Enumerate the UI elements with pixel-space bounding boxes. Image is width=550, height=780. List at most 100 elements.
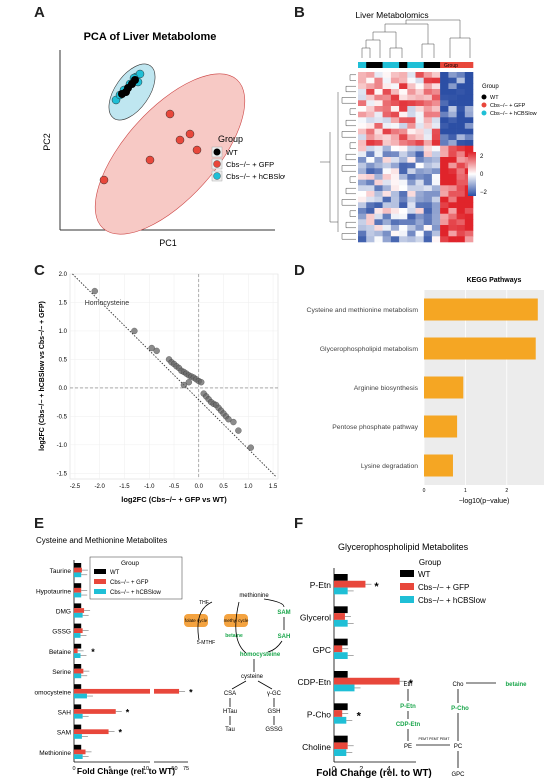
pca-point-hcbs: [135, 69, 145, 79]
pca-point-gfp: [99, 175, 109, 185]
pwf-pe: PE: [404, 744, 412, 750]
heatmap-cell: [407, 213, 416, 220]
heatmap-cell: [407, 123, 416, 129]
heatmap-cell: [374, 191, 383, 197]
scatter-xtick: 1.0: [244, 484, 253, 490]
panel-f-bar: [334, 619, 348, 627]
heatmap-cell: [448, 162, 457, 169]
heatmap-cell: [431, 72, 441, 78]
heatmap-group-cell: [399, 62, 408, 68]
heatmap-cell: [358, 128, 367, 135]
panel-e-xtick: 50: [171, 766, 177, 772]
heatmap-cell: [456, 208, 466, 214]
pca-point-gfp: [175, 135, 185, 145]
panel-f-bar: [334, 716, 347, 724]
heatmap-cell: [358, 202, 367, 209]
heatmap-cell: [382, 236, 392, 243]
kegg-bar: [424, 298, 538, 321]
panel-e-bar: [74, 583, 82, 588]
heatmap-cell: [390, 145, 400, 152]
pwf-etn: Etn: [403, 682, 412, 688]
panel-e-bar: [74, 704, 82, 710]
heatmap-cell: [374, 179, 383, 186]
panel-f-xtick: 2: [359, 766, 363, 773]
heatmap-legend: Group WT Cbs−/− + GFP Cbs−/− + hCBSlow: [481, 84, 537, 117]
heatmap-cell: [423, 191, 433, 197]
heatmap-cell: [407, 230, 416, 237]
heatmap-cell: [366, 134, 375, 141]
panel-label-c: C: [34, 262, 45, 279]
heatmap-cell: [366, 72, 375, 78]
panel-f-category-label: CDP-Etn: [298, 677, 331, 687]
panel-a-pca: PCA of Liver Metabolome PC1 PC2 Group WT…: [42, 31, 285, 248]
panel-f-bar: [334, 638, 348, 646]
heatmap-cell: [390, 219, 400, 226]
pw-tau: Tau: [225, 727, 235, 733]
pwf-betaine: betaine: [505, 682, 527, 688]
scatter-ytick: 1.5: [59, 300, 68, 306]
heatmap-cell: [464, 208, 474, 214]
heatmap-cell: [431, 151, 441, 158]
heatmap-cell: [407, 72, 416, 78]
heatmap-cell: [448, 191, 457, 197]
heatmap-cell: [423, 236, 433, 243]
heatmap-cell: [374, 208, 383, 214]
heatmap-cell: [415, 89, 424, 95]
heatmap-cell: [431, 179, 441, 186]
scatter-ytick: -1.5: [57, 471, 68, 477]
heatmap-cell: [390, 140, 400, 146]
panel-e-legend-wt: WT: [110, 570, 120, 576]
heatmap-cell: [366, 168, 375, 175]
heatmap-scale-tick-mid: 0: [480, 172, 484, 178]
heatmap-cell: [366, 83, 375, 90]
heatmap-cell: [407, 208, 416, 214]
heatmap-cell: [399, 196, 408, 203]
scatter-xtick: -2.5: [70, 484, 81, 490]
heatmap-cell: [456, 168, 466, 175]
pw-gamma-gc: γ-GC: [267, 691, 282, 697]
heatmap-cell: [407, 219, 416, 226]
kegg-xtick: 2: [505, 488, 508, 494]
heatmap-cell: [358, 151, 367, 158]
heatmap-cell: [374, 168, 383, 175]
heatmap-cell: [448, 111, 457, 118]
panel-e-category-label: Taurine: [50, 568, 72, 575]
heatmap-cell: [456, 179, 466, 186]
legend-hcbs-dot: [213, 172, 221, 180]
heatmap-cell: [464, 196, 474, 203]
heatmap-cell: [431, 185, 441, 192]
panel-e-bar: [74, 668, 84, 674]
heatmap-cell: [423, 196, 433, 203]
heatmap-cell: [366, 196, 375, 203]
panel-e-category-label: SAM: [57, 730, 71, 737]
heatmap-group-cell: [456, 62, 466, 68]
heatmap-cell: [464, 83, 474, 90]
heatmap-cell: [399, 72, 408, 78]
heatmap-cell: [366, 174, 375, 180]
heatmap-cell: [464, 117, 474, 124]
heatmap-cell: [382, 128, 392, 135]
heatmap-cell: [374, 134, 383, 141]
heatmap-cell: [382, 83, 392, 90]
kegg-category-label: Glycerophospholipid metabolism: [320, 346, 419, 353]
panel-e-category-label: Hypotaurine: [36, 588, 71, 595]
panel-e-bar: [74, 664, 82, 669]
heatmap-col-dendro-path: [361, 19, 471, 58]
pwf-petn: P-Etn: [400, 704, 416, 710]
heatmap-cell: [415, 202, 424, 209]
gfp-ellipse: [94, 73, 246, 235]
heatmap-cell: [390, 83, 400, 90]
heatmap-cell: [415, 213, 424, 220]
panel-label-d: D: [294, 262, 305, 279]
scatter-xtick: -1.0: [144, 484, 155, 490]
heatmap-cell: [431, 106, 441, 112]
panel-f-bar: [334, 587, 348, 595]
panel-e-bar: [74, 603, 82, 609]
panel-f-bar: [334, 749, 347, 756]
heatmap-cell: [358, 83, 367, 90]
heatmap-cell: [374, 89, 383, 95]
heatmap-cell: [415, 185, 424, 192]
pca-point-wt: [131, 76, 139, 84]
heatmap-cell: [423, 179, 433, 186]
heatmap-cell: [440, 83, 449, 90]
